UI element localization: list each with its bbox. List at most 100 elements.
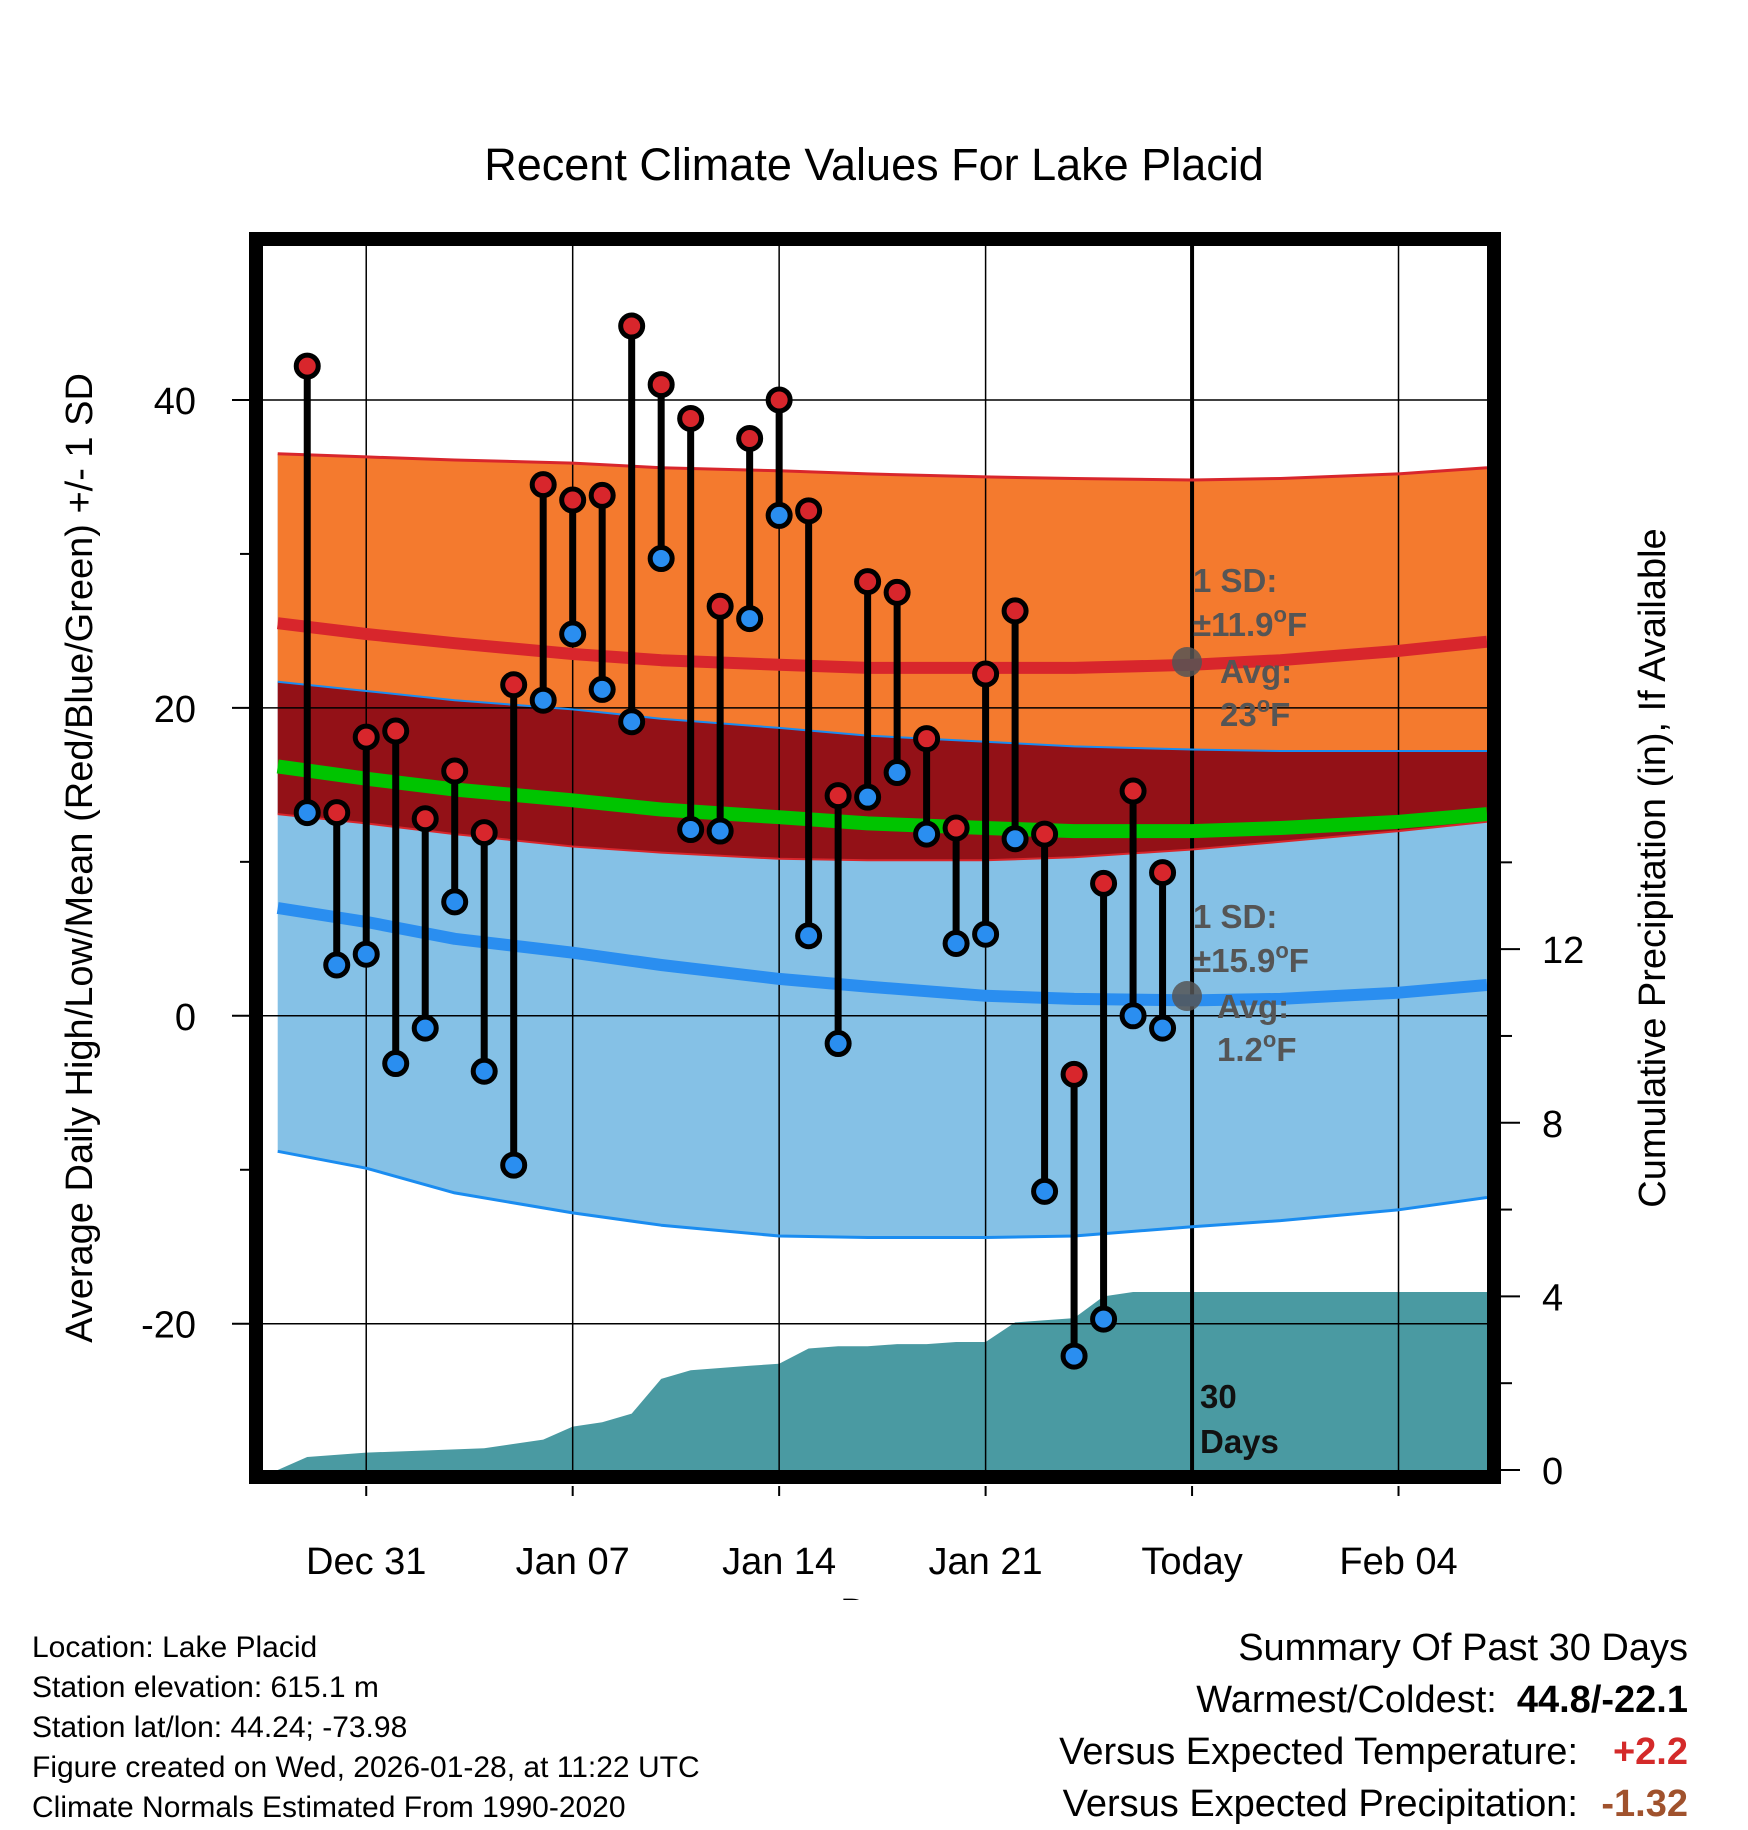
daily-high-point	[706, 592, 734, 620]
x-axis-label: Day	[840, 1592, 908, 1600]
x-tick-label: Today	[1141, 1541, 1242, 1583]
daily-low-point	[588, 675, 616, 703]
daily-low-point	[824, 1030, 852, 1058]
daily-low-point	[529, 686, 557, 714]
high-upper-line	[277, 452, 1487, 482]
daily-high-point	[1001, 597, 1029, 625]
daily-high-point	[559, 486, 587, 514]
elevation-text: Station elevation: 615.1 m	[32, 1671, 379, 1704]
daily-high-point	[883, 578, 911, 606]
daily-low-point	[942, 929, 970, 957]
high-avg-value: 23oF	[1220, 692, 1290, 733]
daily-low-point	[500, 1151, 528, 1179]
plot-frame	[249, 232, 1501, 1484]
daily-high-point	[500, 671, 528, 699]
created-text: Figure created on Wed, 2026-01-28, at 11…	[32, 1751, 700, 1784]
daily-low-point	[441, 888, 469, 916]
daily-low-point	[559, 620, 587, 648]
daily-low-point	[1031, 1177, 1059, 1205]
low-avg-marker	[1172, 981, 1202, 1011]
days-label: Days	[1200, 1423, 1279, 1460]
daily-high-point	[382, 717, 410, 745]
low-avg-label: Avg:	[1217, 988, 1289, 1025]
daily-high-point	[470, 819, 498, 847]
daily-high-point	[323, 799, 351, 827]
summary-panel: Summary Of Past 30 Days Warmest/Coldest:…	[1059, 1622, 1688, 1830]
daily-high-point	[588, 481, 616, 509]
days-count: 30	[1200, 1378, 1237, 1415]
daily-high-point	[618, 312, 646, 340]
low-normal-line	[276, 902, 1487, 1007]
daily-high-point	[795, 497, 823, 525]
daily-low-point	[293, 799, 321, 827]
low-sd-value: ±15.9oF	[1193, 938, 1309, 979]
daily-high-point	[529, 471, 557, 499]
daily-low-point	[1060, 1342, 1088, 1370]
daily-low-point	[883, 759, 911, 787]
precip-area	[277, 1292, 1487, 1470]
daily-low-point	[677, 816, 705, 844]
y2-tick-label: 0	[1542, 1451, 1563, 1493]
daily-high-point	[913, 725, 941, 753]
y2-tick-label: 8	[1542, 1104, 1563, 1146]
high-avg-label: Avg:	[1220, 653, 1292, 690]
summary-warmest: Warmest/Coldest: 44.8/-22.1	[1059, 1674, 1688, 1726]
y2-tick-label: 4	[1542, 1277, 1563, 1319]
y-tick-label: -20	[141, 1305, 196, 1347]
daily-low-point	[411, 1014, 439, 1042]
daily-high-point	[1119, 777, 1147, 805]
y2-tick-label: 12	[1542, 930, 1584, 972]
daily-low-point	[706, 817, 734, 845]
daily-low-point	[795, 922, 823, 950]
summary-precip: Versus Expected Precipitation: -1.32	[1059, 1778, 1688, 1830]
high-sd-value: ±11.9oF	[1193, 602, 1307, 643]
x-tick-label: Jan 14	[722, 1541, 836, 1583]
daily-low-point	[913, 820, 941, 848]
daily-low-point	[618, 708, 646, 736]
y-tick-label: 40	[154, 381, 196, 423]
daily-low-point	[647, 545, 675, 573]
daily-high-point	[677, 404, 705, 432]
daily-high-point	[1060, 1060, 1088, 1088]
y-axis-label: Average Daily High/Low/Mean (Red/Blue/Gr…	[59, 373, 101, 1343]
y-tick-label: 0	[175, 997, 196, 1039]
daily-high-point	[854, 568, 882, 596]
daily-low-point	[1090, 1305, 1118, 1333]
overlap-band	[277, 681, 1487, 861]
daily-high-point	[441, 757, 469, 785]
daily-low-point	[1001, 825, 1029, 853]
daily-high-point	[647, 371, 675, 399]
summary-temp: Versus Expected Temperature: +2.2	[1059, 1726, 1688, 1778]
x-tick-label: Feb 04	[1339, 1541, 1457, 1583]
daily-low-point	[854, 783, 882, 811]
station-info: Location: Lake Placid Station elevation:…	[32, 1628, 700, 1828]
warmest-value: 44.8/-22.1	[1516, 1679, 1688, 1721]
daily-low-point	[1119, 1002, 1147, 1030]
location-text: Location: Lake Placid	[32, 1631, 318, 1664]
daily-low-point	[323, 951, 351, 979]
climate-chart: Recent Climate Values For Lake Placid 1 …	[59, 139, 1674, 1600]
low-sd-label: 1 SD:	[1193, 898, 1277, 935]
daily-high-point	[765, 386, 793, 414]
daily-low-point	[1149, 1014, 1177, 1042]
daily-low-point	[765, 501, 793, 529]
daily-high-point	[972, 660, 1000, 688]
daily-high-point	[1031, 820, 1059, 848]
temp-label: Versus Expected Temperature:	[1059, 1731, 1578, 1773]
x-tick-label: Dec 31	[306, 1541, 426, 1583]
daily-high-point	[352, 723, 380, 751]
precip-value: -1.32	[1601, 1783, 1688, 1825]
y2-axis-label: Cumulative Precipitation (in), If Availa…	[1632, 528, 1674, 1207]
high-sd-label: 1 SD:	[1193, 562, 1277, 599]
low-avg-value: 1.2oF	[1217, 1027, 1297, 1068]
daily-low-point	[352, 940, 380, 968]
daily-high-point	[293, 352, 321, 380]
precip-label: Versus Expected Precipitation:	[1062, 1783, 1578, 1825]
x-tick-label: Jan 07	[516, 1541, 630, 1583]
latlon-text: Station lat/lon: 44.24; -73.98	[32, 1711, 408, 1744]
daily-high-point	[1090, 869, 1118, 897]
daily-high-point	[1149, 859, 1177, 887]
temp-value: +2.2	[1612, 1731, 1688, 1773]
chart-title: Recent Climate Values For Lake Placid	[484, 139, 1264, 190]
daily-high-point	[411, 805, 439, 833]
